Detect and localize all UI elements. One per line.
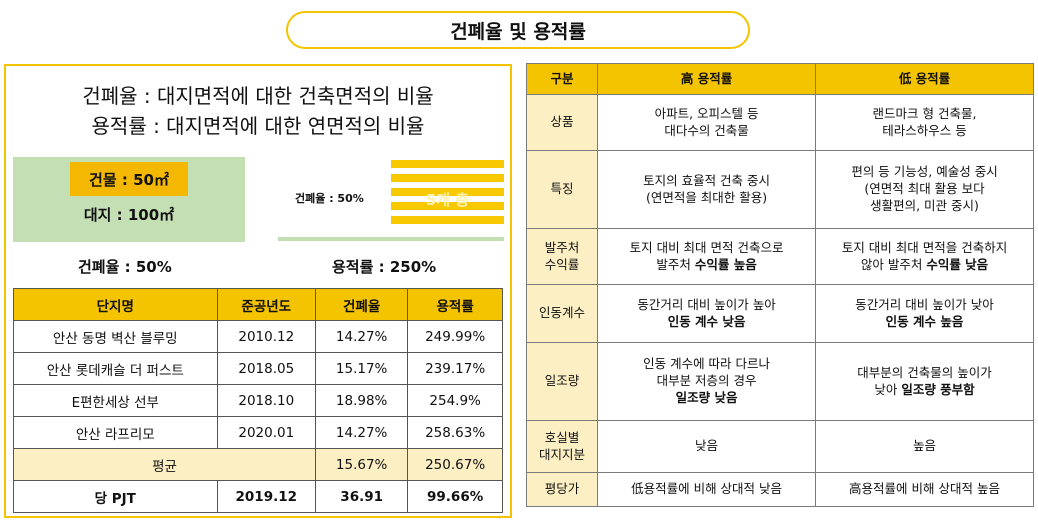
table-row: 안산 동명 벽산 블루밍 2010.12 14.27% 249.99% <box>13 320 503 353</box>
table-cell: 2019.12 <box>216 480 317 513</box>
floor-stripe <box>391 216 504 224</box>
coverage-small-label: 건폐율 : 50% <box>295 192 364 205</box>
table-row: 평당가 低용적률에 비해 상대적 낮음 高용적률에 비해 상대적 높음 <box>525 472 1034 507</box>
table-cell: 당 PJT <box>13 480 218 513</box>
building-area-box: 건물 : 50㎡ <box>70 162 188 196</box>
floor-stripe <box>391 188 504 196</box>
category-cell: 인동계수 <box>525 284 599 343</box>
column-header: 高 용적률 <box>597 63 817 95</box>
table-row: 특징 토지의 효율적 건축 중시 (연면적을 최대한 활용) 편의 등 기능성, 예술… <box>525 150 1034 229</box>
table-cell: 2010.12 <box>216 320 317 353</box>
category-cell: 발주처 수익률 <box>525 228 599 285</box>
low-far-cell: 대부분의 건축물의 높이가 낮아 일조량 풍부함 <box>815 342 1034 421</box>
category-cell: 상품 <box>525 94 599 151</box>
floor-stripe <box>391 202 504 210</box>
average-coverage: 15.67% <box>315 448 409 481</box>
high-far-cell: 토지 대비 최대 면적 건축으로 발주처 수익률 높음 <box>597 228 817 285</box>
high-far-cell: 아파트, 오피스텔 등 대다수의 건축물 <box>597 94 817 151</box>
far-result: 용적률 : 250% <box>332 258 437 276</box>
column-header: 低 용적률 <box>815 63 1034 95</box>
category-cell: 특징 <box>525 150 599 229</box>
table-cell: 안산 동명 벽산 블루밍 <box>13 320 218 353</box>
high-far-cell: 동간거리 대비 높이가 높아 인동 계수 낮음 <box>597 284 817 343</box>
column-header: 단지명 <box>13 288 218 321</box>
land-area-label: 대지 : 100㎡ <box>83 206 175 224</box>
low-far-cell: 높음 <box>815 420 1034 473</box>
low-far-cell: 토지 대비 최대 면적을 건축하지 않아 발주처 수익률 낮음 <box>815 228 1034 285</box>
category-cell: 평당가 <box>525 472 599 507</box>
coverage-definition: 건폐율 : 대지면적에 대한 건축면적의 비율 <box>82 84 434 108</box>
table-cell: 239.17% <box>407 352 503 385</box>
table-row: 안산 라프리모 2020.01 14.27% 258.63% <box>13 416 503 449</box>
table-cell: 2018.10 <box>216 384 317 417</box>
table-row: 발주처 수익률 토지 대비 최대 면적 건축으로 발주처 수익률 높음 토지 대비 최대… <box>525 228 1034 285</box>
far-definition: 용적률 : 대지면적에 대한 연면적의 비율 <box>91 114 425 138</box>
average-row: 평균 15.67% 250.67% <box>12 448 503 481</box>
high-far-cell: 인동 계수에 따라 다르나 대부분 저층의 경우 일조량 낮음 <box>597 342 817 421</box>
average-label: 평균 <box>12 448 317 481</box>
high-far-cell: 低용적률에 비해 상대적 낮음 <box>597 472 817 507</box>
page-title: 건폐율 및 용적률 <box>286 11 750 49</box>
table-row: 일조량 인동 계수에 따라 다르나 대부분 저층의 경우 일조량 낮음 대부분의 건축물… <box>525 342 1034 421</box>
table-cell: 15.17% <box>315 352 409 385</box>
table-header-row: 구분 高 용적률 低 용적률 <box>525 63 1034 95</box>
table-cell: E편한세상 선부 <box>13 384 218 417</box>
table-cell: 14.27% <box>315 320 409 353</box>
table-cell: 2018.05 <box>216 352 317 385</box>
table-cell: 안산 라프리모 <box>13 416 218 449</box>
table-cell: 249.99% <box>407 320 503 353</box>
high-far-cell: 토지의 효율적 건축 중시 (연면적을 최대한 활용) <box>597 150 817 229</box>
table-cell: 14.27% <box>315 416 409 449</box>
column-header: 구분 <box>525 63 599 95</box>
table-row: 호실별 대지지분 낮음 높음 <box>525 420 1034 473</box>
low-far-cell: 高용적률에 비해 상대적 높음 <box>815 472 1034 507</box>
low-far-cell: 동간거리 대비 높이가 낮아 인동 계수 높음 <box>815 284 1034 343</box>
low-far-cell: 편의 등 기능성, 예술성 중시 (연면적 최대 활용 보다 생활편의, 미관 중시… <box>815 150 1034 229</box>
left-panel: 건폐율 : 대지면적에 대한 건축면적의 비율 용적률 : 대지면적에 대한 연… <box>4 64 512 518</box>
category-cell: 일조량 <box>525 342 599 421</box>
comparison-table: 구분 高 용적률 低 용적률 상품 아파트, 오피스텔 등 대다수의 건축물 랜드마크… <box>525 63 1034 507</box>
projects-table: 단지명 준공년도 건폐율 용적률 안산 동명 벽산 블루밍 2010.12 14… <box>12 288 503 513</box>
table-row: 안산 롯데캐슬 더 퍼스트 2018.05 15.17% 239.17% <box>13 352 503 385</box>
high-far-cell: 낮음 <box>597 420 817 473</box>
table-row: 상품 아파트, 오피스텔 등 대다수의 건축물 랜드마크 형 건축물, 테라스하우스 등 <box>525 94 1034 151</box>
table-row: E편한세상 선부 2018.10 18.98% 254.9% <box>13 384 503 417</box>
table-cell: 254.9% <box>407 384 503 417</box>
table-cell: 258.63% <box>407 416 503 449</box>
column-header: 용적률 <box>407 288 503 321</box>
column-header: 건폐율 <box>315 288 409 321</box>
average-far: 250.67% <box>407 448 503 481</box>
our-project-row: 당 PJT 2019.12 36.91 99.66% <box>13 480 503 513</box>
floors-label: 5개 층 <box>425 190 470 209</box>
table-cell: 18.98% <box>315 384 409 417</box>
table-row: 인동계수 동간거리 대비 높이가 높아 인동 계수 낮음 동간거리 대비 높이가 낮아… <box>525 284 1034 343</box>
table-cell: 99.66% <box>407 480 503 513</box>
table-header-row: 단지명 준공년도 건폐율 용적률 <box>13 288 503 321</box>
category-cell: 호실별 대지지분 <box>525 420 599 473</box>
table-cell: 2020.01 <box>216 416 317 449</box>
ground-line <box>278 237 504 241</box>
floor-stripe <box>391 160 504 168</box>
coverage-result: 건폐율 : 50% <box>78 258 172 276</box>
low-far-cell: 랜드마크 형 건축물, 테라스하우스 등 <box>815 94 1034 151</box>
column-header: 준공년도 <box>216 288 317 321</box>
table-cell: 36.91 <box>315 480 409 513</box>
comparison-table-body: 상품 아파트, 오피스텔 등 대다수의 건축물 랜드마크 형 건축물, 테라스하우스 등… <box>525 94 1034 507</box>
table-cell: 안산 롯데캐슬 더 퍼스트 <box>13 352 218 385</box>
floor-stripe <box>391 174 504 182</box>
